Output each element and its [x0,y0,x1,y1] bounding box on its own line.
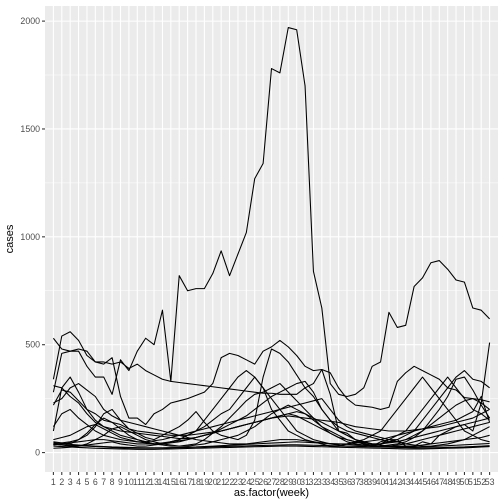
y-axis: 0 500 1000 1500 2000 [20,16,45,458]
x-tick-label: 36 [342,477,352,487]
x-tick-label: 24 [241,477,251,487]
y-tick-label: 1000 [20,232,40,242]
x-tick-label: 35 [334,477,344,487]
x-tick-label: 25 [250,477,260,487]
x-tick-label: 5 [84,477,89,487]
series-line-10 [53,380,490,443]
series-line-14 [53,441,490,449]
x-axis-title: as.factor(week) [234,487,309,499]
x-tick-label: 45 [418,477,428,487]
x-tick-label: 17 [183,477,193,487]
series-line-15 [53,443,490,449]
x-tick-label: 50 [460,477,470,487]
series-line-13 [53,411,490,447]
x-tick-label: 44 [409,477,419,487]
x-tick-label: 52 [476,477,486,487]
y-tick-label: 1500 [20,124,40,134]
x-tick-label: 14 [158,477,168,487]
x-tick-label: 4 [76,477,81,487]
x-tick-label: 9 [118,477,123,487]
x-tick-label: 13 [149,477,159,487]
x-tick-label: 10 [124,477,134,487]
x-tick-label: 27 [267,477,277,487]
x-tick-label: 7 [101,477,106,487]
x-tick-label: 11 [133,477,142,487]
x-tick-label: 42 [392,477,402,487]
series-line-8 [53,383,491,445]
x-tick-label: 32 [309,477,319,487]
x-tick-label: 37 [350,477,360,487]
x-tick-label: 43 [401,477,411,487]
x-tick-label: 2 [59,477,64,487]
x-tick-label: 22 [225,477,235,487]
x-tick-label: 29 [283,477,293,487]
x-tick-label: 6 [93,477,98,487]
series-layer [52,27,491,450]
x-tick-label: 21 [216,477,226,487]
x-tick-label: 23 [233,477,243,487]
y-tick-label: 0 [35,448,40,458]
x-tick-label: 16 [174,477,184,487]
x-tick-label: 12 [141,477,151,487]
series-line-6 [52,370,490,447]
x-tick-label: 53 [485,477,495,487]
x-tick-label: 46 [426,477,436,487]
x-tick-label: 34 [325,477,335,487]
x-tick-label: 41 [384,477,394,487]
series-line-17 [53,404,490,449]
x-tick-label: 30 [292,477,302,487]
x-tick-label: 49 [451,477,461,487]
y-axis-title: cases [4,224,16,253]
y-tick-label: 500 [25,340,40,350]
x-tick-label: 18 [191,477,201,487]
x-tick-label: 26 [258,477,268,487]
x-tick-label: 15 [166,477,176,487]
x-tick-label: 3 [68,477,73,487]
x-axis: 1 2 3 4 5 6 7 8 9 1011121314151617181920212223242… [51,472,495,487]
series-line-16 [53,445,490,450]
x-tick-label: 39 [367,477,377,487]
series-line-7 [53,370,490,447]
x-tick-label: 40 [376,477,386,487]
x-tick-label: 1 [51,477,56,487]
x-tick-label: 48 [443,477,453,487]
x-tick-label: 51 [468,477,478,487]
series-line-9 [53,376,491,447]
series-line-2 [52,339,491,447]
x-tick-label: 20 [208,477,218,487]
x-tick-label: 28 [275,477,285,487]
series-line-3 [52,27,490,398]
series-line-5 [53,348,490,445]
y-tick-label: 2000 [20,16,40,26]
x-tick-label: 38 [359,477,369,487]
x-tick-label: 47 [434,477,444,487]
x-tick-label: 33 [317,477,327,487]
x-tick-label: 19 [199,477,209,487]
x-tick-label: 8 [110,477,115,487]
x-tick-label: 31 [300,477,310,487]
